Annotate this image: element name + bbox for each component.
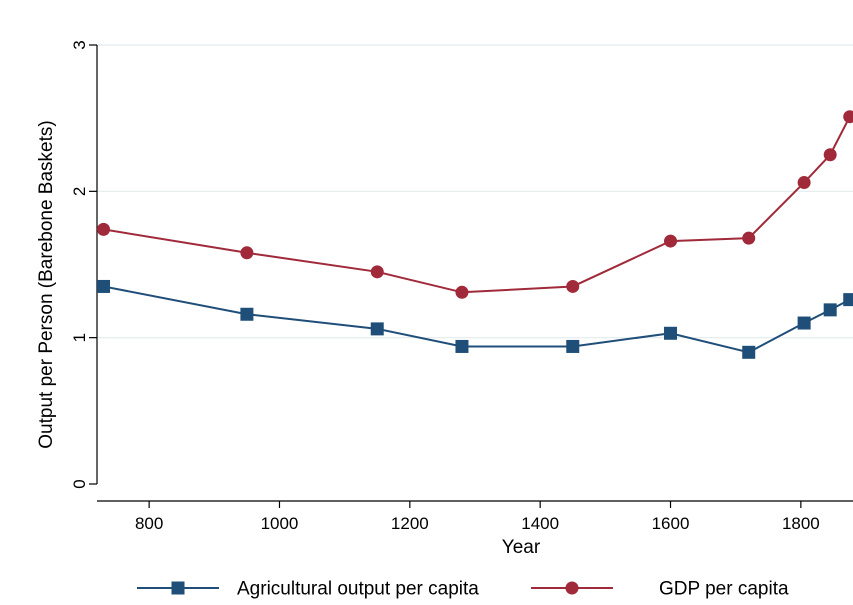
- x-tick-label: 800: [135, 514, 163, 533]
- data-point: [566, 339, 580, 353]
- gridlines: [97, 44, 853, 339]
- x-tick-label: 1000: [261, 514, 299, 533]
- data-point: [843, 110, 853, 124]
- legend-label: GDP per capita: [659, 579, 789, 600]
- x-tick-label: 1800: [782, 514, 820, 533]
- data-point: [823, 148, 837, 162]
- data-point: [240, 246, 254, 260]
- data-point: [843, 293, 853, 307]
- data-point: [97, 279, 111, 293]
- series-agricultural: [97, 279, 853, 359]
- y-tick-label: 0: [70, 479, 89, 488]
- legend-marker: [565, 581, 579, 595]
- y-tick-label: 2: [70, 187, 89, 196]
- data-point: [823, 303, 837, 317]
- legend: Agricultural output per capita GDP per ca…: [137, 579, 789, 600]
- y-tick-label: 1: [70, 333, 89, 342]
- x-tick-label: 1400: [521, 514, 559, 533]
- axes: 0 1 2 3 800 1000 1200 1400 1600 1800: [70, 40, 853, 533]
- data-point: [566, 279, 580, 293]
- data-point: [742, 231, 756, 245]
- x-tick-label: 1200: [391, 514, 429, 533]
- data-point: [664, 326, 678, 340]
- series-line: [103, 285, 851, 354]
- data-point: [455, 339, 469, 353]
- data-point: [455, 285, 469, 299]
- y-axis-title: Output per Person (Barebone Baskets): [36, 120, 57, 448]
- data-point: [797, 176, 811, 190]
- data-point: [370, 322, 384, 336]
- series-gdp: [97, 110, 853, 299]
- data-point: [240, 307, 254, 321]
- data-point: [742, 345, 756, 359]
- data-point: [97, 222, 111, 236]
- legend-label: Agricultural output per capita: [237, 579, 479, 600]
- series-line: [103, 116, 851, 294]
- data-point: [797, 316, 811, 330]
- y-tick-label: 3: [70, 40, 89, 49]
- series: [97, 110, 853, 359]
- x-axis-title: Year: [502, 537, 541, 558]
- data-point: [664, 234, 678, 248]
- legend-marker: [171, 581, 185, 595]
- x-tick-label: 1600: [652, 514, 690, 533]
- data-point: [370, 265, 384, 279]
- legend-item: Agricultural output per capita: [137, 579, 479, 600]
- legend-item: GDP per capita: [531, 579, 789, 600]
